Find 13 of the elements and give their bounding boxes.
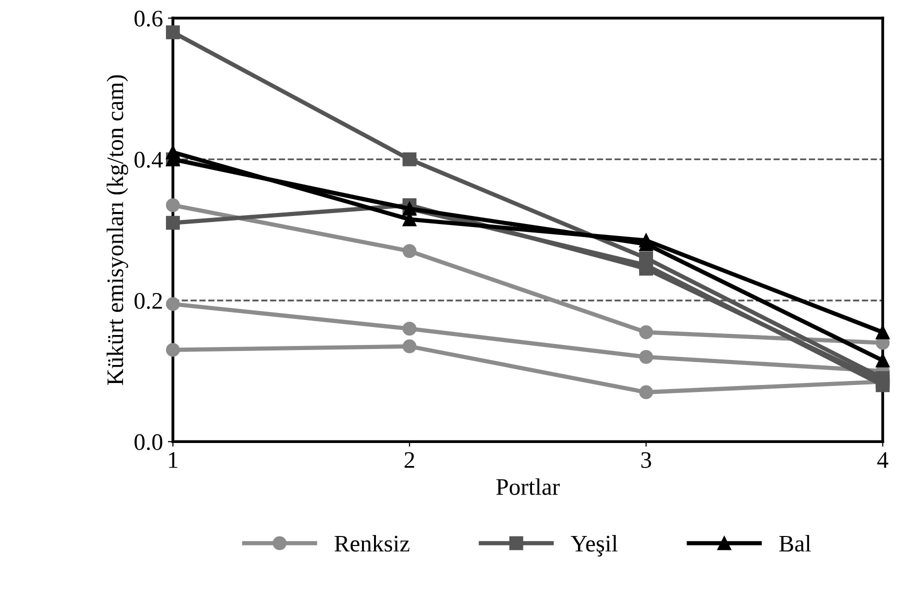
x-tick-label: 4 [877,452,888,468]
x-axis-title: Portlar [496,478,560,495]
y-tick-label: 0.0 [134,434,162,450]
x-tick-label: 1 [169,452,178,468]
legend-label: Bal [779,535,811,552]
legend-label: Yeşil [570,535,618,556]
x-tick-label: 2 [404,452,414,468]
legend-label: Renksiz [334,535,410,552]
x-tick-label: 3 [641,452,652,468]
y-tick-label: 0.4 [134,152,163,168]
y-axis-title: Kükürt emisyonları (kg/ton cam) [106,75,128,385]
y-tick-label: 0.2 [134,292,162,310]
y-tick-label: 0.6 [134,10,162,27]
